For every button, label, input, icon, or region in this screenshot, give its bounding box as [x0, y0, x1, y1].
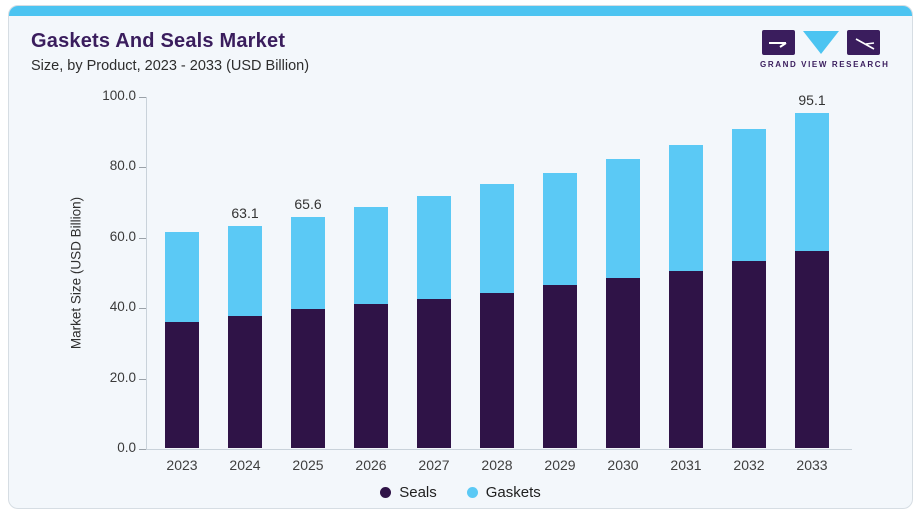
bar-value-label: 95.1: [798, 92, 826, 109]
gvr-logo-marks: [762, 30, 880, 55]
bar-segment-seals: [669, 270, 703, 448]
bar-2025: [291, 217, 325, 448]
x-tick-label: 2027: [418, 457, 450, 473]
legend-label: Gaskets: [485, 484, 541, 501]
bar-segment-gaskets: [165, 231, 199, 322]
x-tick-label: 2030: [607, 457, 639, 473]
bar-segment-gaskets: [732, 129, 766, 261]
page-title: Gaskets And Seals Market: [31, 30, 286, 52]
x-tick-label: 2032: [733, 457, 765, 473]
bar-2028: [480, 184, 514, 448]
bar-value-label: 63.1: [231, 204, 259, 221]
y-tick-mark: [139, 167, 146, 169]
y-tick-label: 60.0: [109, 228, 136, 244]
bar-2027: [417, 195, 451, 448]
page-subtitle: Size, by Product, 2023 - 2033 (USD Billi…: [31, 58, 310, 74]
bar-segment-seals: [543, 285, 577, 448]
y-tick-mark: [139, 308, 146, 310]
legend-dot-icon: [380, 487, 392, 498]
bar-segment-seals: [417, 299, 451, 448]
x-tick-label: 2031: [670, 457, 702, 473]
brand-name: GRAND VIEW RESEARCH: [760, 60, 890, 69]
x-tick-label: 2023: [166, 457, 198, 473]
accent-top-bar: [9, 6, 912, 16]
legend-dot-icon: [466, 487, 478, 498]
bar-2033: [795, 113, 829, 448]
bar-segment-seals: [732, 260, 766, 448]
bar-segment-seals: [354, 304, 388, 448]
bar-2032: [732, 129, 766, 448]
bar-segment-gaskets: [228, 225, 262, 316]
bar-2024: [228, 225, 262, 448]
y-tick-label: 0.0: [117, 440, 136, 455]
y-tick-label: 100.0: [102, 88, 136, 103]
bar-segment-gaskets: [291, 217, 325, 310]
bar-segment-seals: [480, 293, 514, 448]
y-tick-mark: [139, 97, 146, 98]
bar-segment-gaskets: [795, 113, 829, 251]
y-axis-title-wrap: Market Size (USD Billion): [67, 97, 85, 449]
y-tick-label: 80.0: [109, 158, 136, 174]
x-axis-line: [146, 449, 852, 450]
legend-item-gaskets: Gaskets: [466, 484, 541, 501]
bar-segment-seals: [795, 250, 829, 448]
bar-segment-gaskets: [543, 173, 577, 286]
bar-segment-gaskets: [354, 207, 388, 305]
bar-segment-seals: [606, 278, 640, 448]
bar-segment-seals: [291, 309, 325, 448]
x-tick-label: 2025: [292, 457, 324, 473]
legend-label: Seals: [399, 484, 437, 501]
bar-2026: [354, 207, 388, 448]
bar-2031: [669, 145, 703, 448]
bar-2029: [543, 173, 577, 448]
y-tick-mark: [139, 449, 146, 450]
x-tick-label: 2026: [355, 457, 387, 473]
bar-segment-gaskets: [480, 184, 514, 294]
y-axis-line: [146, 97, 147, 449]
bar-2030: [606, 159, 640, 448]
y-tick-label: 40.0: [109, 299, 136, 315]
logo-triangle-icon: [803, 31, 839, 54]
bar-2023: [165, 231, 199, 448]
y-tick-mark: [139, 237, 146, 239]
chart-card: Gaskets And Seals Market Size, by Produc…: [8, 5, 913, 509]
legend-item-seals: Seals: [380, 484, 437, 501]
bar-segment-gaskets: [669, 145, 703, 271]
y-tick-label: 20.0: [109, 369, 136, 385]
bar-segment-gaskets: [606, 159, 640, 279]
bar-segment-gaskets: [417, 195, 451, 300]
y-tick-mark: [139, 378, 146, 380]
x-tick-label: 2028: [481, 457, 513, 473]
x-tick-label: 2029: [544, 457, 576, 473]
plot-area: 0.0 20.0 40.0 60.0 80.0 100.0 2023 63.1 2024 65.6…: [102, 88, 856, 473]
bar-segment-seals: [165, 321, 199, 448]
y-axis-title: Market Size (USD Billion): [68, 196, 84, 350]
logo-r-stroke-icon: [855, 38, 875, 50]
x-tick-label: 2024: [229, 457, 261, 473]
logo-g-stroke-icon: [769, 42, 787, 48]
gvr-logo: GRAND VIEW RESEARCH: [760, 30, 890, 69]
bar-value-label: 65.6: [294, 196, 322, 213]
bar-segment-seals: [228, 315, 262, 448]
legend: Seals Gaskets: [9, 484, 912, 501]
x-tick-label: 2033: [796, 457, 828, 473]
